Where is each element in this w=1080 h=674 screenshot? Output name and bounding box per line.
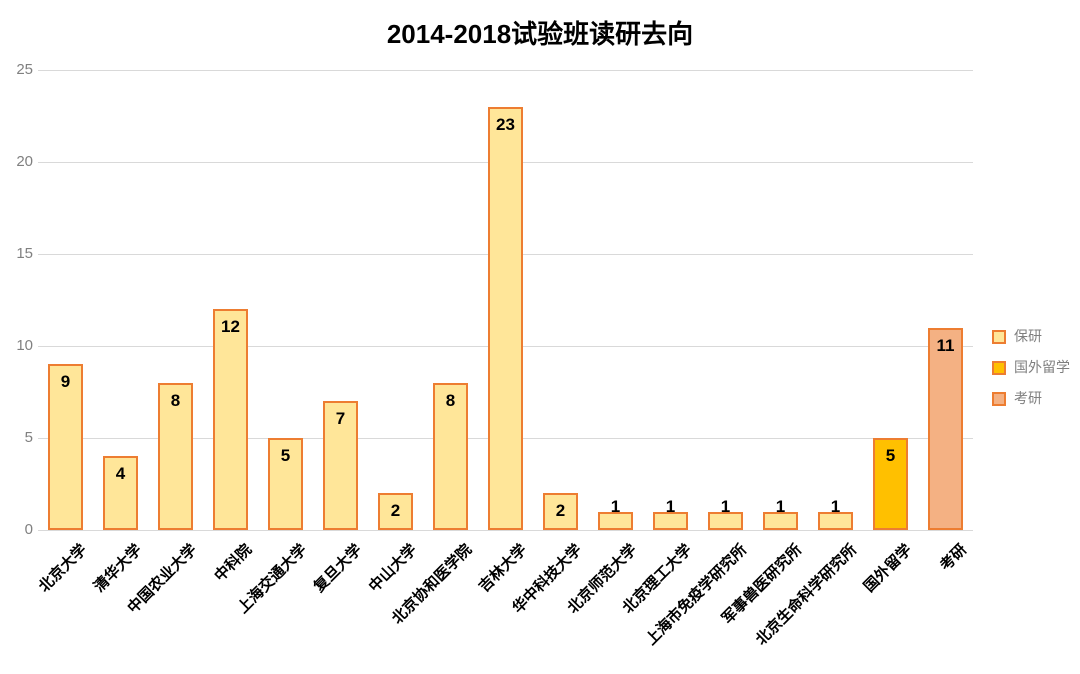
legend-label: 保研 xyxy=(1014,328,1042,344)
bar-国外留学 xyxy=(873,438,908,530)
bar-value-label: 5 xyxy=(280,446,291,465)
legend-label: 考研 xyxy=(1014,390,1042,406)
bar-华中科技大学 xyxy=(543,493,578,530)
y-axis-tick-label: 20 xyxy=(16,153,33,170)
legend-swatch-icon xyxy=(992,329,1006,344)
bar-中山大学 xyxy=(378,493,413,530)
y-axis-tick-label: 0 xyxy=(24,521,33,538)
bar-北京理工大学 xyxy=(653,511,688,530)
legend: 保研 国外留学 考研 xyxy=(992,329,1070,422)
gridline-y25 xyxy=(38,69,973,71)
chart-title: 2014-2018试验班读研去向 xyxy=(386,19,694,49)
bar-考研 xyxy=(928,327,963,530)
bar-value-label: 2 xyxy=(390,501,401,521)
y-axis-tick-label: 15 xyxy=(16,245,33,262)
legend-item-考研: 考研 xyxy=(992,391,1070,406)
bar-北京生命科学研究所 xyxy=(818,511,853,530)
bar-北京协和医学院 xyxy=(433,382,468,530)
bar-中科院 xyxy=(213,309,248,530)
gridline-y0 xyxy=(38,529,973,531)
bar-清华大学 xyxy=(103,456,138,530)
bar-value-label: 4 xyxy=(115,464,126,484)
y-axis-tick-label: 25 xyxy=(16,61,33,78)
bar-中国农业大学 xyxy=(158,382,193,530)
legend-label: 国外留学 xyxy=(1014,359,1070,375)
legend-swatch-icon xyxy=(992,360,1006,375)
bar-value-label: 7 xyxy=(335,409,346,429)
bar-value-label: 2 xyxy=(555,501,566,521)
bar-军事兽医研究所 xyxy=(763,511,798,530)
bar-value-label: 8 xyxy=(170,390,181,410)
y-axis-tick-label: 5 xyxy=(24,429,33,446)
bar-value-label: 12 xyxy=(221,317,240,337)
bar-上海交通大学 xyxy=(268,438,303,530)
bar-value-label: 1 xyxy=(775,496,786,516)
legend-item-国外留学: 国外留学 xyxy=(992,360,1070,375)
bar-北京师范大学 xyxy=(598,511,633,530)
bar-复旦大学 xyxy=(323,401,358,530)
bar-value-label: 1 xyxy=(665,496,676,516)
legend-swatch-icon xyxy=(992,391,1006,406)
bar-value-label: 11 xyxy=(936,335,955,355)
y-axis-tick-label: 10 xyxy=(16,337,33,354)
bar-北京大学 xyxy=(48,364,83,530)
bar-value-label: 5 xyxy=(885,446,896,465)
bar-吉林大学 xyxy=(488,106,523,530)
legend-item-保研: 保研 xyxy=(992,329,1070,344)
bar-value-label: 8 xyxy=(445,390,456,410)
bar-value-label: 1 xyxy=(720,496,731,516)
bar-value-label: 9 xyxy=(60,372,71,392)
bar-value-label: 1 xyxy=(610,496,621,516)
bar-value-label: 1 xyxy=(830,496,841,516)
bar-上海市免疫学研究所 xyxy=(708,511,743,530)
bar-value-label: 23 xyxy=(496,114,515,134)
